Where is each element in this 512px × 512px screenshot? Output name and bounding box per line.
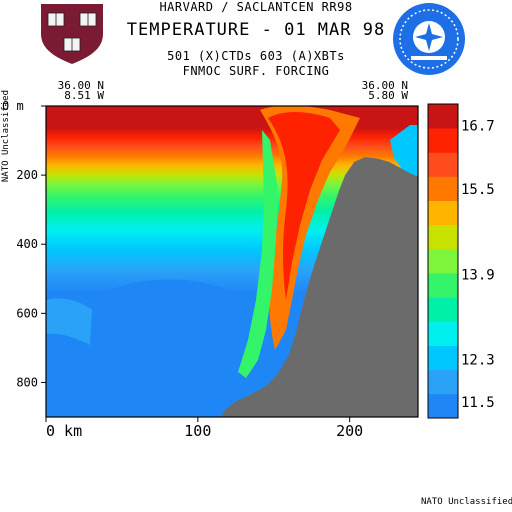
outflow-tongue-core: [268, 112, 340, 300]
colorbar-label: 13.9: [461, 267, 495, 283]
classification-footer-label: NATO Unclassified: [421, 497, 512, 507]
colorbar-frame: [427, 103, 459, 419]
colorbar-bin: [428, 128, 458, 153]
left-endpoint-lon: 8.51 W: [64, 89, 104, 102]
left-mid-patch: [46, 298, 92, 345]
x-tick-label: 200: [336, 422, 363, 440]
colorbar-bin: [428, 369, 458, 395]
colorbar-bin: [428, 321, 458, 346]
y-tick-label: 800: [16, 375, 38, 389]
colorbar-label: 11.5: [461, 395, 495, 411]
colorbar-bin: [428, 248, 458, 274]
colorbar-bin: [428, 224, 458, 250]
right-endpoint-lat: 36.00 N: [361, 79, 408, 92]
colorbar-label: 15.5: [461, 182, 495, 198]
y-tick-label: 0 m: [2, 99, 24, 113]
y-tick-label: 400: [16, 237, 38, 251]
header-line: HARVARD / SACLANTCEN RR98: [159, 0, 353, 14]
colorbar-bin: [428, 273, 458, 298]
x-tick-label: 0 km: [46, 422, 82, 440]
colorbar: 16.7 15.5 13.9 12.3 11.5: [427, 103, 495, 419]
x-tick-label: 100: [184, 422, 211, 440]
land-layer: [46, 157, 418, 417]
plot-frame: [45, 105, 419, 418]
colorbar-bin: [428, 345, 458, 370]
outflow-lower-band: [238, 130, 278, 378]
y-tick-label: 200: [16, 168, 38, 182]
plot-title: TEMPERATURE - 01 MAR 98: [126, 20, 386, 40]
harvard-shield-icon: [41, 4, 103, 64]
bathymetry-land: [46, 157, 418, 417]
forcing-label: FNMOC SURF. FORCING: [182, 64, 330, 78]
colorbar-bin: [428, 104, 458, 129]
deep-cold-core: [92, 279, 270, 417]
colorbar-bin: [428, 200, 458, 226]
x-axis-ticks: 0 km 100 200: [45, 417, 363, 440]
y-tick-label: 600: [16, 306, 38, 320]
right-endpoint-lon: 5.80 W: [368, 89, 408, 102]
nato-compass-icon: [393, 3, 465, 75]
colorbar-bin: [428, 176, 458, 201]
instrument-counts: 501 (X)CTDs 603 (A)XBTs: [167, 49, 345, 63]
left-endpoint-lat: 36.00 N: [57, 79, 104, 92]
colorbar-bin: [428, 152, 458, 177]
colorbar-bin: [428, 393, 458, 419]
colorbar-label: 16.7: [461, 118, 495, 134]
colorbar-label: 12.3: [461, 352, 495, 368]
y-axis-ticks: 0 m 200 400 600 800: [2, 99, 46, 389]
colorbar-bin: [428, 297, 458, 322]
